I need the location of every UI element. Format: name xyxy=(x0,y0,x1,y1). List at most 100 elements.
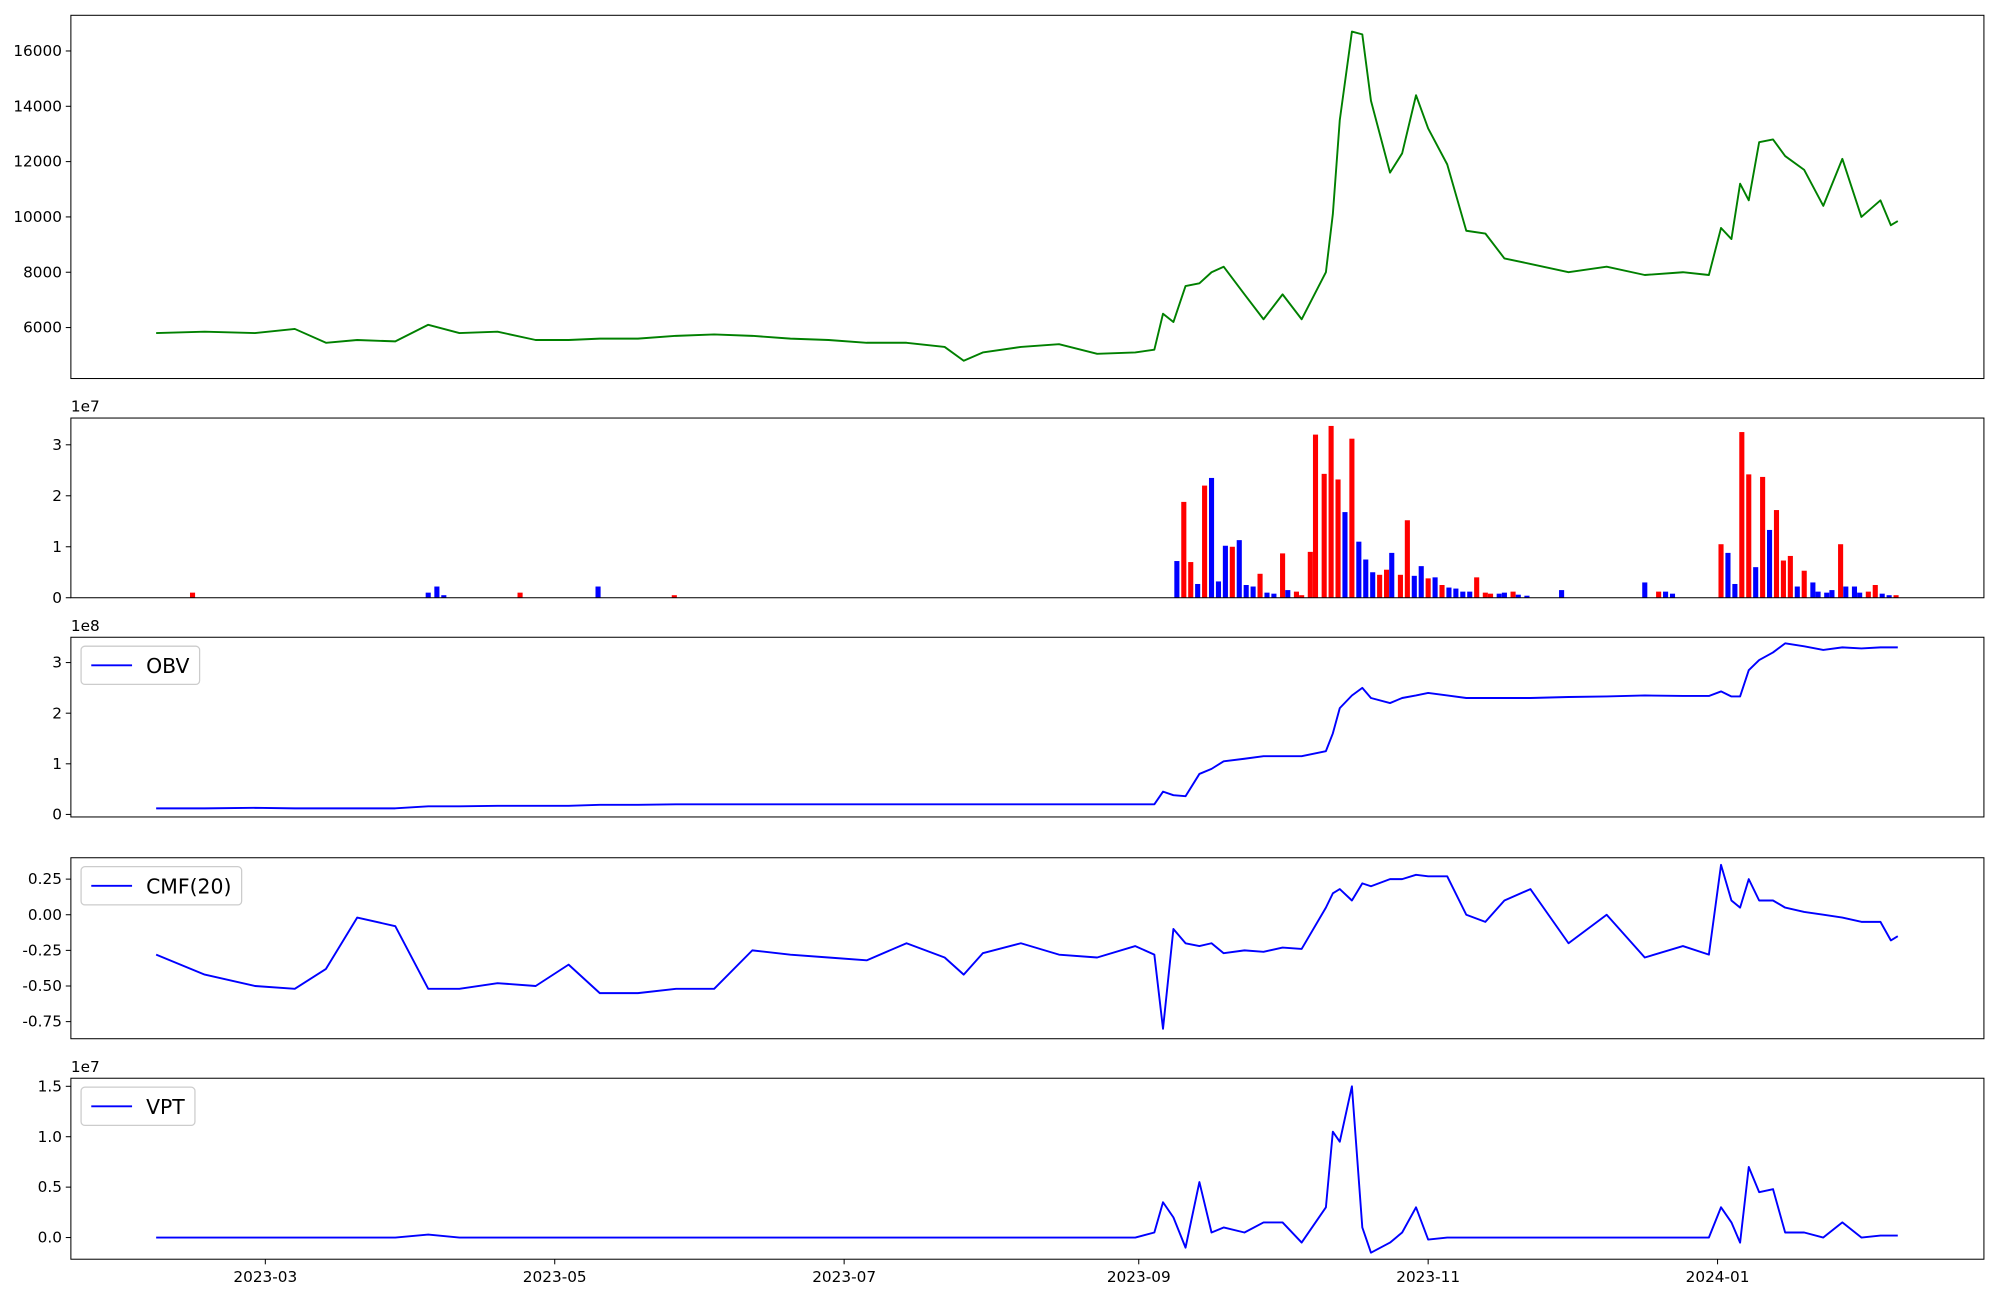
bar xyxy=(1243,585,1249,598)
y-tick-label: 0.5 xyxy=(38,1178,62,1196)
bar xyxy=(1188,562,1194,598)
axis-offset-label: 1e8 xyxy=(71,617,100,635)
bar xyxy=(1496,593,1502,598)
bar xyxy=(1432,577,1438,598)
y-tick-label: 2 xyxy=(52,704,62,722)
line xyxy=(156,1085,1898,1254)
bar xyxy=(1174,561,1180,598)
axes-frame xyxy=(70,636,1985,818)
bar xyxy=(517,592,523,598)
axis-offset-label: 1e7 xyxy=(71,1058,100,1076)
bar xyxy=(1236,540,1242,598)
x-tick-label: 2023-11 xyxy=(1396,1268,1460,1286)
bar xyxy=(1753,567,1759,598)
bar xyxy=(1404,520,1410,598)
bar xyxy=(1321,473,1327,598)
bar xyxy=(1250,586,1256,598)
x-tick-label: 2024-01 xyxy=(1686,1268,1750,1286)
x-tick-label: 2023-03 xyxy=(233,1268,297,1286)
bar xyxy=(1857,592,1863,598)
bar xyxy=(1824,592,1830,598)
bar xyxy=(1815,591,1821,598)
y-tick-label: 8000 xyxy=(23,263,62,281)
legend-box xyxy=(80,866,243,906)
bar xyxy=(1893,595,1899,598)
x-tick-label: 2023-07 xyxy=(812,1268,876,1286)
bar xyxy=(1229,546,1235,598)
axis-offset-label: 1e7 xyxy=(71,398,100,416)
bar xyxy=(1487,593,1494,598)
y-tick-label: 1.0 xyxy=(38,1128,62,1146)
bar xyxy=(1411,575,1417,598)
bar xyxy=(1425,578,1431,598)
legend-box xyxy=(80,645,201,686)
bar xyxy=(1264,592,1270,598)
y-tick-label: 14000 xyxy=(13,97,62,115)
bar xyxy=(1335,479,1341,598)
bar xyxy=(1474,577,1480,598)
y-tick-label: -0.50 xyxy=(22,977,62,995)
bar xyxy=(1746,474,1752,598)
bar xyxy=(1642,582,1648,598)
bar xyxy=(1312,434,1319,598)
bar xyxy=(1460,591,1466,598)
legend-label: CMF(20) xyxy=(146,874,231,898)
bar xyxy=(1787,555,1793,598)
y-tick-label: 0 xyxy=(52,806,62,824)
bar xyxy=(1872,585,1878,598)
bar xyxy=(1801,570,1807,598)
bar xyxy=(1222,545,1228,598)
bar xyxy=(1838,544,1844,598)
bar xyxy=(1307,551,1313,598)
y-tick-label: 0 xyxy=(52,589,62,607)
axes-frame xyxy=(70,857,1985,1040)
line xyxy=(156,30,1899,362)
x-tick-label: 2023-05 xyxy=(523,1268,587,1286)
bar xyxy=(1810,582,1816,598)
y-tick-label: 0.0 xyxy=(38,1229,62,1247)
bar xyxy=(1384,569,1390,598)
bar xyxy=(1843,586,1849,598)
bar xyxy=(1293,591,1299,598)
bar xyxy=(1773,510,1780,598)
y-tick-label: -0.25 xyxy=(22,941,62,959)
bar xyxy=(1271,593,1277,598)
bar xyxy=(1389,552,1395,598)
y-tick-label: 10000 xyxy=(13,208,62,226)
bar xyxy=(1829,590,1835,598)
y-tick-label: 0.00 xyxy=(28,906,62,924)
y-tick-label: 0.25 xyxy=(28,870,62,888)
legend: OBV xyxy=(80,645,201,686)
bar xyxy=(1865,591,1871,598)
bar xyxy=(1377,574,1383,598)
bar xyxy=(1663,591,1669,598)
y-tick-label: 6000 xyxy=(23,319,62,337)
bar xyxy=(1725,552,1731,598)
bar xyxy=(1515,594,1521,598)
bar xyxy=(1418,566,1424,598)
bar xyxy=(1453,588,1459,598)
bar xyxy=(441,595,447,598)
line xyxy=(155,863,1899,1030)
x-tick-label: 2023-09 xyxy=(1107,1268,1171,1286)
bar xyxy=(1482,592,1488,598)
bar xyxy=(1328,425,1334,598)
y-tick-label: 2 xyxy=(52,487,62,505)
bar xyxy=(1851,586,1858,598)
legend: VPT xyxy=(80,1086,196,1127)
legend-box xyxy=(80,1086,196,1127)
bar xyxy=(1656,591,1662,598)
bar xyxy=(1732,583,1738,598)
bar xyxy=(1767,529,1773,598)
bar xyxy=(1356,541,1362,598)
bar xyxy=(1280,553,1286,598)
bar xyxy=(1467,591,1473,598)
bar xyxy=(1501,592,1507,598)
y-tick-label: 1.5 xyxy=(38,1077,62,1095)
bar xyxy=(1718,544,1724,598)
axes-frame xyxy=(70,417,1985,599)
legend-label: VPT xyxy=(146,1095,185,1119)
y-tick-label: 16000 xyxy=(13,42,62,60)
bar xyxy=(1794,586,1800,598)
bar xyxy=(1559,590,1565,598)
